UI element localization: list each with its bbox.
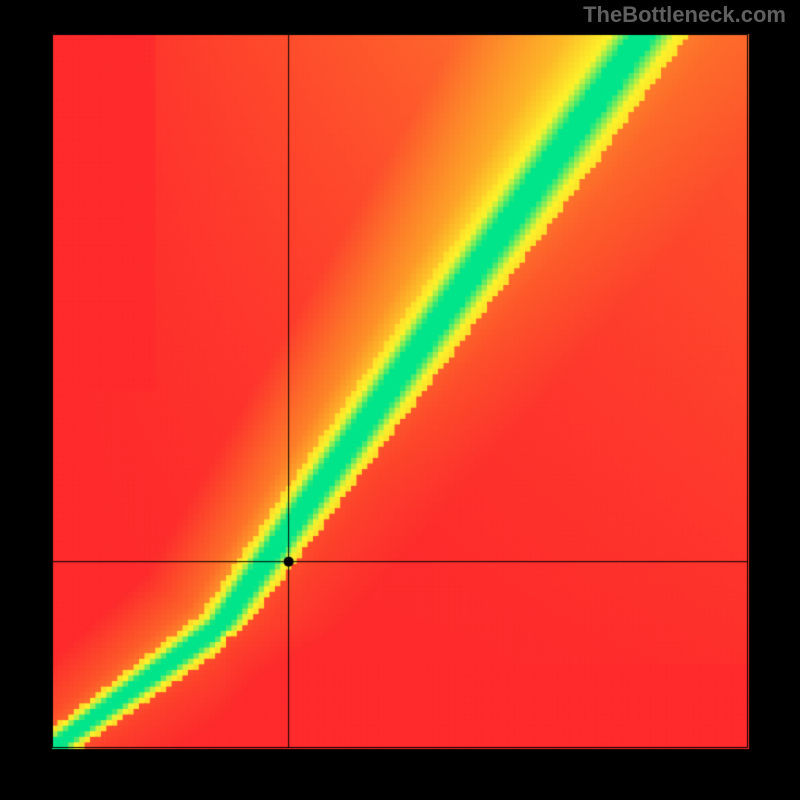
watermark-text: TheBottleneck.com <box>583 2 786 28</box>
bottleneck-heatmap <box>0 0 800 800</box>
